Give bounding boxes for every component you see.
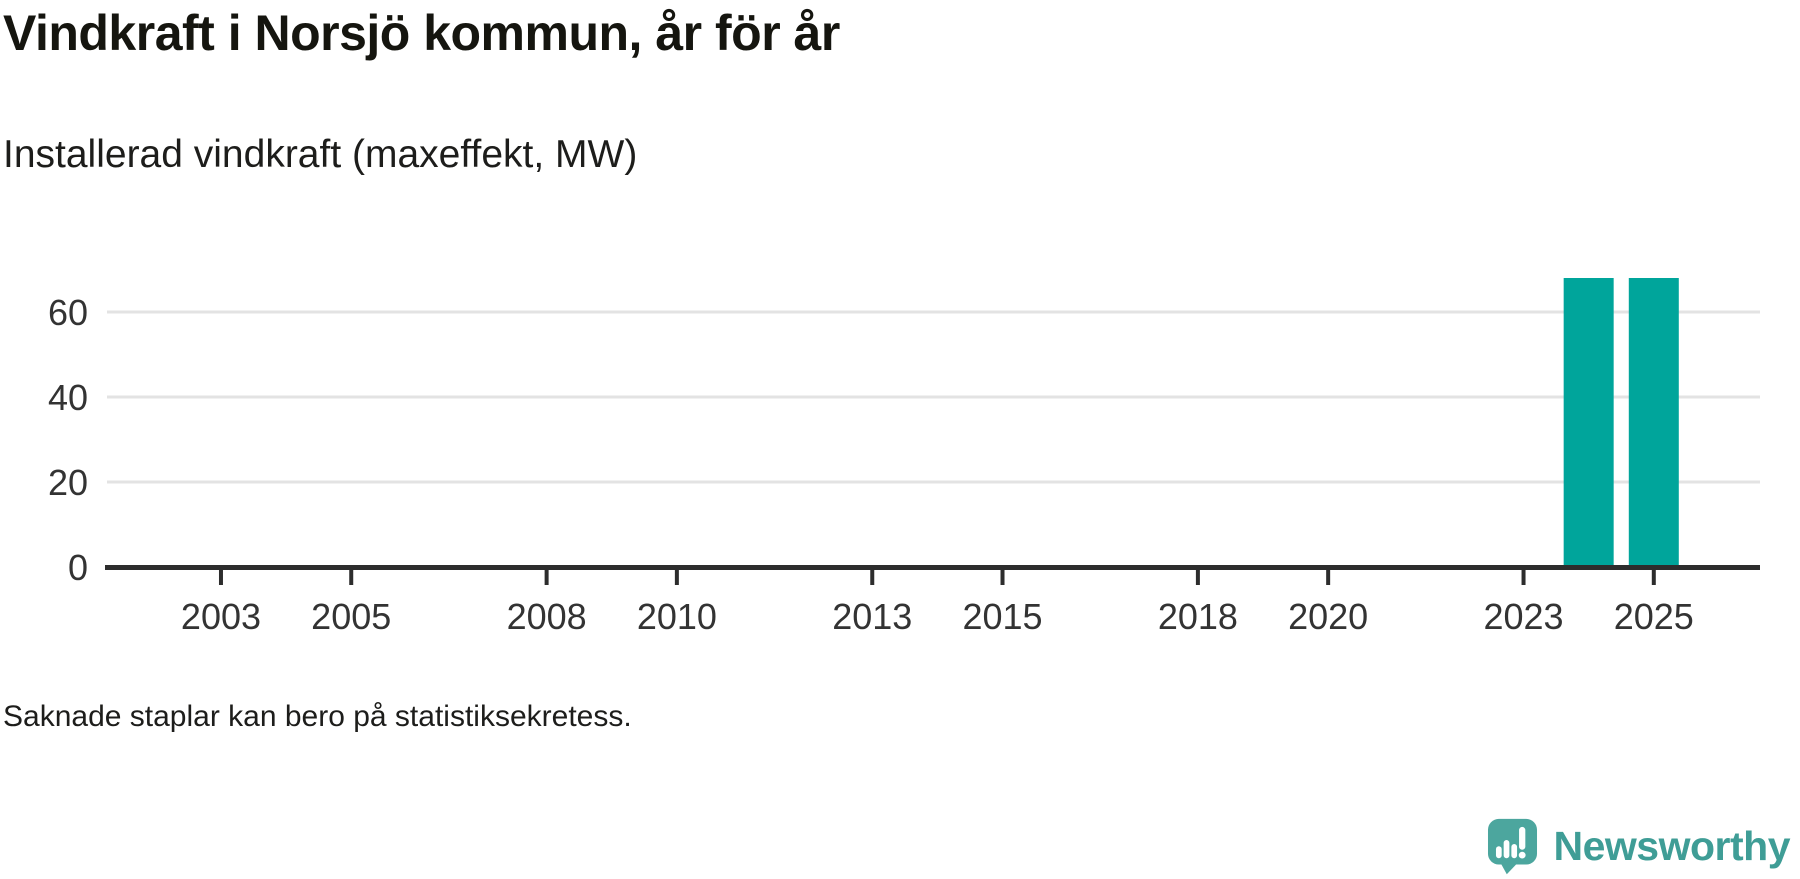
bar-2024 <box>1563 278 1614 569</box>
newsworthy-logo-icon <box>1487 818 1537 875</box>
bar-chart: 2003 2005 2008 2010 2013 2015 2018 2020 2023 2025… <box>48 278 1760 637</box>
x-tick-2013 <box>870 570 875 585</box>
gridline-60 <box>107 310 1760 314</box>
x-tick-2020 <box>1326 570 1331 585</box>
newsworthy-wordmark: Newsworthy <box>1553 823 1791 869</box>
x-axis-line <box>105 565 1760 570</box>
y-tick-label-0: 0 <box>68 547 88 588</box>
x-tick-label-2010: 2010 <box>637 596 717 637</box>
y-tick-label-20: 20 <box>48 462 88 503</box>
x-tick-label-2015: 2015 <box>962 596 1042 637</box>
chart-footnote: Saknade staplar kan bero på statistiksek… <box>3 700 632 733</box>
y-tick-label-60: 60 <box>48 292 88 333</box>
page-title: Vindkraft i Norsjö kommun, år för år <box>3 5 840 61</box>
x-tick-2025 <box>1651 570 1656 585</box>
x-tick-2005 <box>349 570 354 585</box>
x-tick-label-2020: 2020 <box>1288 596 1368 637</box>
x-tick-2023 <box>1521 570 1526 585</box>
newsworthy-branding: Newsworthy <box>1484 815 1791 877</box>
x-tick-label-2013: 2013 <box>832 596 912 637</box>
x-tick-2010 <box>674 570 679 585</box>
bar-2025 <box>1628 278 1679 569</box>
x-tick-2018 <box>1195 570 1200 585</box>
x-tick-2003 <box>218 570 223 585</box>
chart-subtitle: Installerad vindkraft (maxeffekt, MW) <box>3 133 638 176</box>
x-tick-label-2003: 2003 <box>181 596 261 637</box>
x-tick-2008 <box>544 570 549 585</box>
x-tick-label-2025: 2025 <box>1614 596 1694 637</box>
gridline-20 <box>107 480 1760 484</box>
y-tick-label-40: 40 <box>48 377 88 418</box>
gridline-40 <box>107 395 1760 399</box>
x-tick-label-2008: 2008 <box>507 596 587 637</box>
x-tick-label-2018: 2018 <box>1158 596 1238 637</box>
x-tick-label-2023: 2023 <box>1483 596 1563 637</box>
x-tick-2015 <box>1000 570 1005 585</box>
x-tick-label-2005: 2005 <box>311 596 391 637</box>
